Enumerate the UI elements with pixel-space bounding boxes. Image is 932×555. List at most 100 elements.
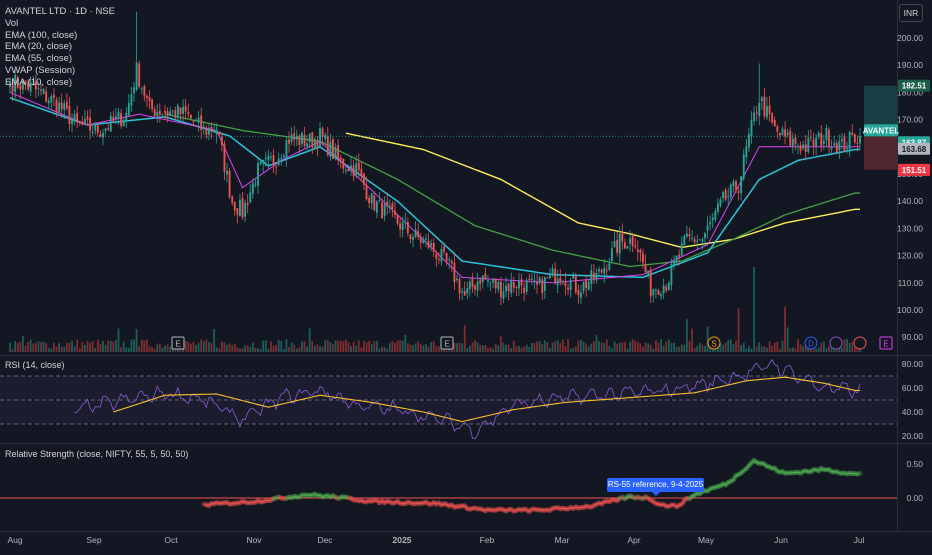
volume-bar [125,347,127,352]
candle-body [521,279,523,285]
candle-body [559,278,561,282]
volume-bar [185,341,187,352]
volume-bar [14,341,16,352]
time-axis-label: Sep [86,535,101,545]
candle-body [345,170,347,171]
volume-bar [844,340,846,352]
volume-bar [614,342,616,352]
candle-body [428,241,430,248]
event-marker [854,337,866,349]
volume-bar [722,345,724,352]
candle-body [789,131,791,146]
volume-bar [634,341,636,352]
volume-bar [286,339,288,352]
currency-button[interactable]: INR [899,4,923,22]
volume-bar [151,347,153,352]
volume-bar [787,327,789,352]
legend-item-vwap[interactable]: VWAP (Session) [5,65,115,77]
candle-body [92,132,94,133]
candle-body [224,144,226,171]
candle-body [745,146,747,157]
volume-bar [826,348,828,352]
volume-bar [552,343,554,352]
volume-bar [105,345,107,352]
candle-body [495,279,497,289]
candle-body [311,132,313,147]
rsi-pane-title[interactable]: RSI (14, close) [5,360,65,370]
candle-body [384,204,386,216]
candle-body [270,157,272,158]
candle-body [544,277,546,291]
volume-bar [828,346,830,352]
candle-body [115,116,117,118]
price-axis-label: 90.00 [902,332,924,342]
candle-body [379,200,381,201]
candle-body [195,120,197,121]
candle-body [634,246,636,248]
volume-bar [368,341,370,352]
candle-body [386,202,388,207]
candle-body [451,261,453,263]
candle-body [627,246,629,249]
candle-body [280,158,282,159]
candle-body [133,87,135,93]
candle-body [125,113,127,122]
volume-bar [373,341,375,352]
candle-body [229,171,231,197]
volume-bar [38,341,40,352]
volume-bar [255,348,257,352]
candle-body [484,274,486,280]
price-axis-label: 110.00 [898,278,924,288]
volume-bar [252,343,254,352]
candle-body [583,282,585,291]
volume-bar [143,340,145,352]
volume-bar [678,347,680,352]
legend-item-ema100[interactable]: EMA (100, close) [5,30,115,42]
volume-bar [87,341,89,352]
volume-bar [288,347,290,352]
volume-bar [541,344,543,352]
volume-bar [508,344,510,352]
volume-bar [683,345,685,352]
legend-item-ema20[interactable]: EMA (20, close) [5,41,115,53]
volume-bar [472,343,474,352]
volume-bar [575,346,577,352]
legend-item-ema55[interactable]: EMA (55, close) [5,53,115,65]
candle-body [335,147,337,157]
legend-item-ema10[interactable]: EMA (10, close) [5,77,115,89]
volume-bar [598,341,600,352]
legend-item-vol[interactable]: Vol [5,18,115,30]
candle-body [838,141,840,150]
candle-body [231,196,233,203]
volume-bar [611,349,613,352]
candle-body [639,250,641,253]
volume-bar [851,342,853,352]
price-axis-label: 190.00 [897,60,923,70]
volume-bar [733,344,735,352]
volume-bar [846,339,848,352]
candle-body [50,96,52,102]
volume-bar [94,348,96,352]
volume-bar [138,346,140,352]
volume-bar [758,342,760,352]
rs-pane-title[interactable]: Relative Strength (close, NIFTY, 55, 5, … [5,449,188,459]
candle-body [141,88,143,89]
candle-body [211,127,213,132]
volume-bar [63,347,65,352]
candle-body [53,95,55,98]
candle-body [704,233,706,238]
volume-bar [430,342,432,352]
rsi-axis-label: 20.00 [902,431,924,441]
volume-bar [58,343,60,352]
candle-body [492,279,494,282]
volume-bar [727,340,729,352]
volume-bar [301,341,303,352]
volume-bar [779,349,781,352]
symbol-title[interactable]: AVANTEL LTD · 1D · NSE [5,6,115,18]
candle-body [637,249,639,251]
volume-bar [764,346,766,352]
volume-bar [327,340,329,352]
candle-body [247,203,249,205]
